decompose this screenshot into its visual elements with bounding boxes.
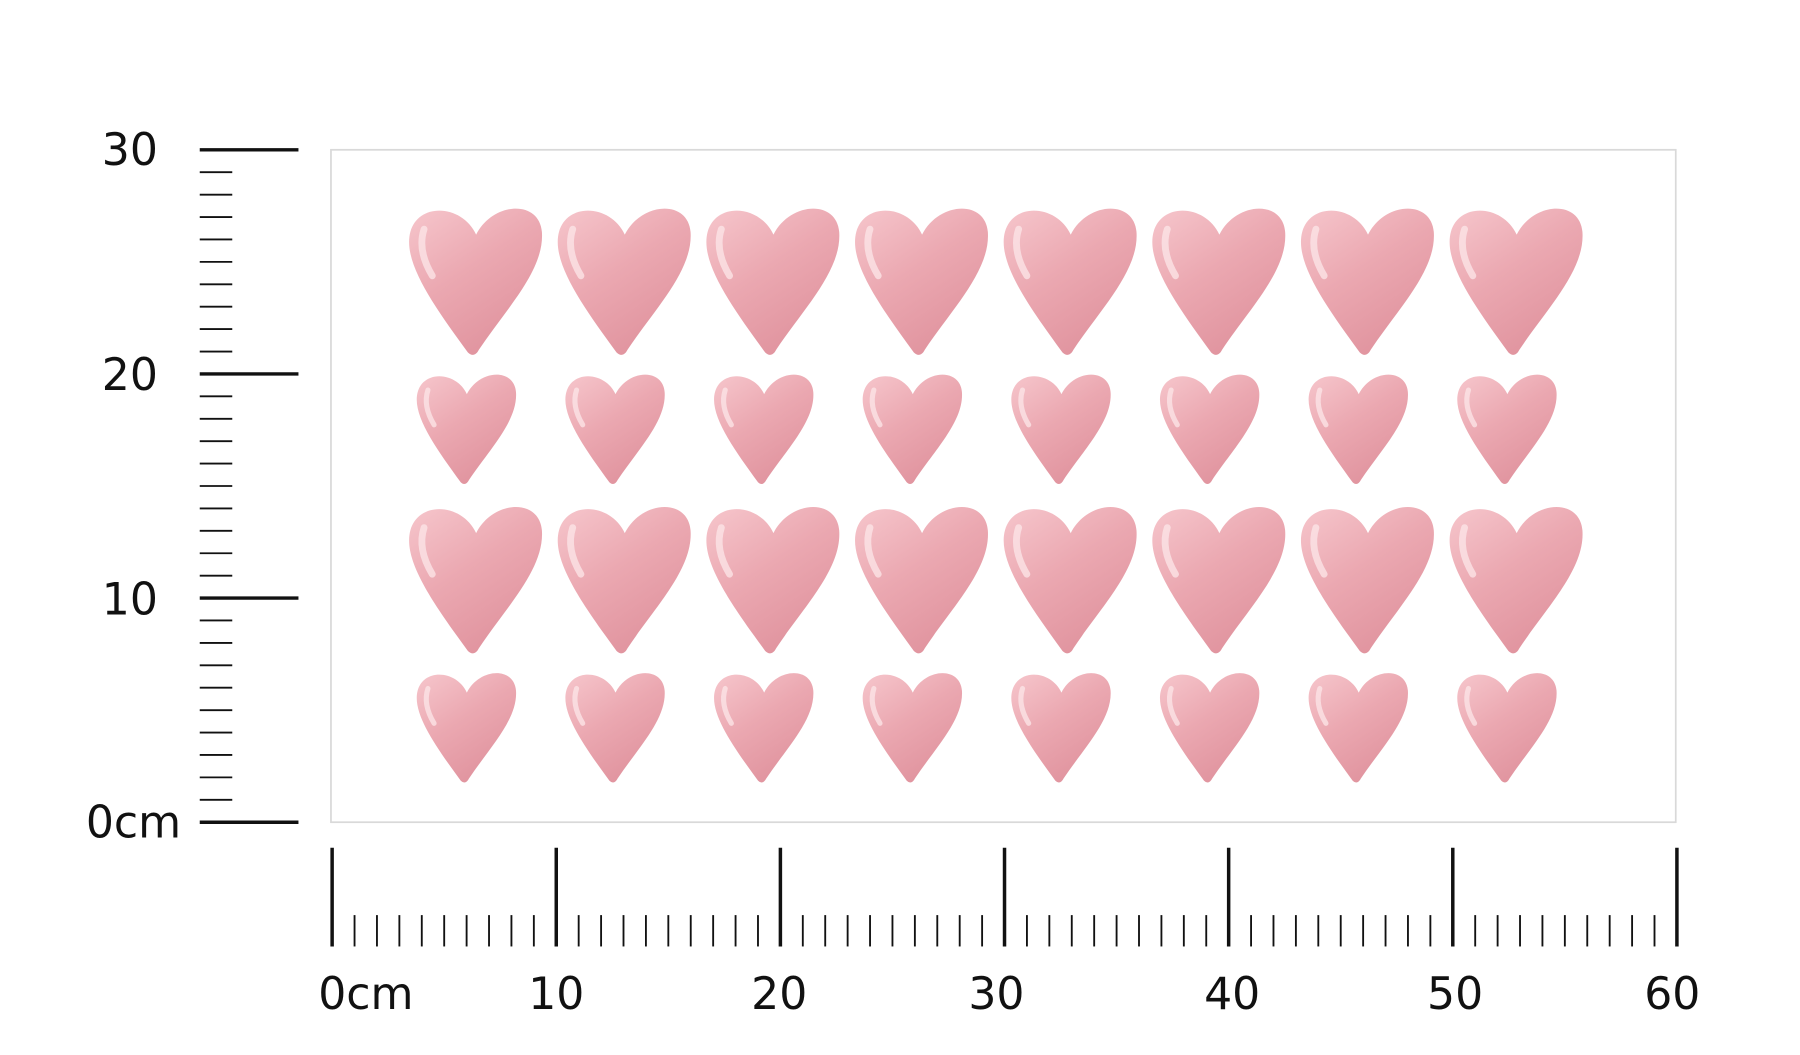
heart-sticker-small xyxy=(1309,673,1408,782)
v-label-20: 20 xyxy=(102,350,158,401)
heart-sticker-small xyxy=(1011,673,1110,782)
vertical-ruler xyxy=(199,148,299,824)
sticker-sheet-border xyxy=(330,148,1677,824)
h-label-60: 60 xyxy=(1644,969,1700,1020)
heart-sticker-large xyxy=(1301,507,1434,653)
h-label-50: 50 xyxy=(1427,969,1483,1020)
h-label-30: 30 xyxy=(968,969,1024,1020)
heart-sticker-small xyxy=(565,673,664,782)
h-label-20: 20 xyxy=(751,969,807,1020)
heart-sticker-large xyxy=(1004,209,1137,355)
heart-sticker-small xyxy=(1011,375,1110,484)
heart-sticker-large xyxy=(1152,209,1285,355)
v-label-30: 30 xyxy=(102,125,158,176)
heart-sticker-large xyxy=(1450,507,1583,653)
heart-sticker-small xyxy=(565,375,664,484)
heart-sticker-large xyxy=(1450,209,1583,355)
h-label-40: 40 xyxy=(1204,969,1260,1020)
heart-sticker-large xyxy=(409,209,542,355)
heart-sticker-small xyxy=(417,375,516,484)
heart-sticker-large xyxy=(706,507,839,653)
heart-sticker-small xyxy=(1457,673,1556,782)
heart-sticker-small xyxy=(1160,375,1259,484)
hearts-grid xyxy=(409,209,1582,783)
v-label-10: 10 xyxy=(102,574,158,625)
heart-sticker-small xyxy=(1457,375,1556,484)
heart-sticker-large xyxy=(558,507,691,653)
horizontal-ruler xyxy=(330,847,1679,947)
heart-sticker-large xyxy=(855,507,988,653)
heart-sticker-large xyxy=(1004,507,1137,653)
heart-sticker-large xyxy=(558,209,691,355)
heart-sticker-large xyxy=(1301,209,1434,355)
heart-sticker-small xyxy=(1160,673,1259,782)
heart-sticker-large xyxy=(706,209,839,355)
heart-sticker-small xyxy=(417,673,516,782)
v-label-0: 0cm xyxy=(86,797,181,848)
heart-sticker-small xyxy=(1309,375,1408,484)
heart-sticker-small xyxy=(714,375,813,484)
heart-sticker-large xyxy=(855,209,988,355)
h-label-10: 10 xyxy=(528,969,584,1020)
h-label-0: 0cm xyxy=(318,969,413,1020)
heart-sticker-large xyxy=(409,507,542,653)
heart-sticker-small xyxy=(863,375,962,484)
heart-sticker-small xyxy=(863,673,962,782)
heart-sticker-large xyxy=(1152,507,1285,653)
heart-sticker-small xyxy=(714,673,813,782)
